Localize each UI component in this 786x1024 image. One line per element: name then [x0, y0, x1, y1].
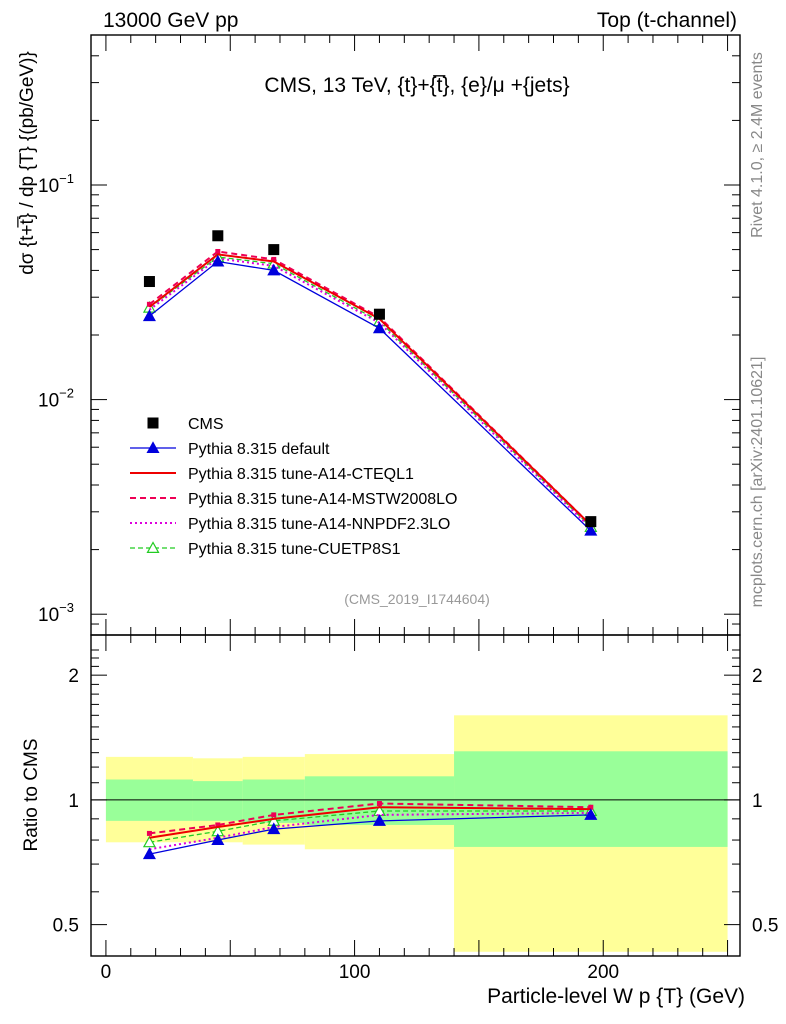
- ratio-panel: 0.5 0.5 1 1 2 2 0 100 200 Ratio to CMS Particle-…: [21, 634, 778, 1008]
- main-curve-3-point: [271, 256, 277, 262]
- tick-exponent: −3: [59, 600, 74, 615]
- x-tick-label: 0: [101, 962, 112, 983]
- ratio-curve-1-point: [372, 814, 386, 826]
- legend-swatch: [147, 417, 159, 429]
- main-curve-4: [148, 257, 592, 529]
- ratio-band-inner: [192, 781, 243, 821]
- main-y-tick-label: 10−2: [38, 386, 74, 412]
- tick-base: 10: [38, 176, 59, 197]
- tick-exponent: −1: [59, 171, 74, 186]
- ratio-curve-3-point: [376, 801, 382, 807]
- ratio-curves: [142, 801, 598, 860]
- ratio-y-tick-label-right: 0.5: [752, 916, 778, 937]
- ratio-curve-5-point: [142, 835, 156, 848]
- legend-label: Pythia 8.315 tune-CUETP8S1: [188, 541, 401, 558]
- main-ticks: 10−110−210−3: [38, 34, 740, 636]
- ratio-curve-1-point: [211, 833, 225, 846]
- main-curves: [142, 248, 598, 536]
- main-title: CMS, 13 TeV, {t}+{t̅}, {e}/μ +{jets}: [264, 74, 569, 97]
- legend-label: Pythia 8.315 tune-A14-CTEQL1: [188, 466, 414, 483]
- cms-data-point: [212, 230, 224, 242]
- legend-entry: Pythia 8.315 tune-A14-MSTW2008LO: [130, 491, 457, 508]
- ratio-y-tick-label-right: 2: [752, 666, 763, 687]
- legend-swatch-marker: [146, 441, 160, 453]
- cms-data-point: [268, 244, 280, 256]
- main-y-tick-label: 10−3: [38, 600, 74, 626]
- cms-data-point: [585, 516, 597, 528]
- legend-entry: Pythia 8.315 default: [130, 441, 330, 458]
- legend-entry: CMS: [147, 416, 224, 433]
- ratio-y-axis-label: Ratio to CMS: [21, 739, 42, 852]
- ratio-curve-1-point: [267, 822, 281, 835]
- ratio-y-tick-label: 0.5: [53, 916, 79, 937]
- ratio-error-bands: [105, 715, 728, 952]
- cms-data-point: [143, 276, 155, 288]
- ratio-curve-3-point: [215, 822, 221, 828]
- ratio-curve-3-point: [588, 804, 594, 810]
- legend-label: Pythia 8.315 tune-A14-NNPDF2.3LO: [188, 516, 450, 533]
- legend-entry: Pythia 8.315 tune-CUETP8S1: [130, 541, 401, 558]
- x-tick-label: 100: [339, 962, 371, 983]
- legend-label: Pythia 8.315 tune-A14-MSTW2008LO: [188, 491, 457, 508]
- ratio-curve-3-point: [271, 812, 277, 818]
- main-curve-1-point: [142, 309, 156, 322]
- tick-base: 10: [38, 391, 59, 412]
- ratio-curve-3-point: [146, 830, 152, 836]
- ratio-y-tick-label: 1: [68, 791, 79, 812]
- main-y-axis-label: dσ {t+t̅} / dp {T} {(pb/GeV)}: [17, 51, 38, 275]
- legend-label: CMS: [188, 416, 224, 433]
- ratio-ticks: 0.5 0.5 1 1 2 2 0 100 200: [53, 635, 778, 983]
- ratio-curve-1-point: [584, 808, 598, 820]
- header-left: 13000 GeV pp: [103, 9, 238, 32]
- ratio-band-inner: [454, 751, 728, 847]
- legend-entry: Pythia 8.315 tune-A14-NNPDF2.3LO: [130, 516, 450, 533]
- main-curve-1-point: [211, 254, 225, 267]
- main-panel: 10−110−210−3 CMS, 13 TeV, {t}+{t̅}, {e}/…: [17, 34, 741, 636]
- main-curve-3-point: [146, 301, 152, 307]
- main-curve-5: [149, 256, 592, 528]
- ratio-y-tick-label: 2: [68, 666, 79, 687]
- main-curve-3: [148, 250, 592, 526]
- main-y-tick-label: 10−1: [38, 171, 74, 197]
- tick-base: 10: [38, 605, 59, 626]
- ratio-frame: [90, 634, 741, 957]
- mcplots-label: mcplots.cern.ch [arXiv:2401.10621]: [749, 357, 766, 608]
- main-curve-1-point: [267, 263, 281, 276]
- header-right: Top (t-channel): [597, 9, 737, 32]
- analysis-id: (CMS_2019_I1744604): [344, 591, 490, 607]
- legend-entry: Pythia 8.315 tune-A14-CTEQL1: [130, 466, 414, 483]
- ratio-y-tick-label-right: 1: [752, 791, 763, 812]
- legend: CMS Pythia 8.315 default Pythia 8.315 tune…: [130, 416, 457, 558]
- main-curve-3-point: [215, 248, 221, 254]
- cms-data-point: [373, 308, 385, 320]
- legend-swatch-marker: [146, 541, 160, 554]
- legend-label: Pythia 8.315 default: [188, 441, 330, 458]
- main-curve-1-point: [372, 321, 386, 334]
- ratio-curve-2: [149, 806, 591, 839]
- main-curve-2: [148, 253, 592, 526]
- rivet-version-label: Rivet 4.1.0, ≥ 2.4M events: [749, 52, 766, 238]
- x-tick-label: 200: [587, 962, 619, 983]
- tick-exponent: −2: [59, 386, 74, 401]
- x-axis-label: Particle-level W p {T} (GeV): [487, 985, 745, 1008]
- ratio-curve-1-point: [142, 847, 156, 860]
- main-curve-1-point: [584, 523, 598, 536]
- main-data-points: [143, 230, 597, 528]
